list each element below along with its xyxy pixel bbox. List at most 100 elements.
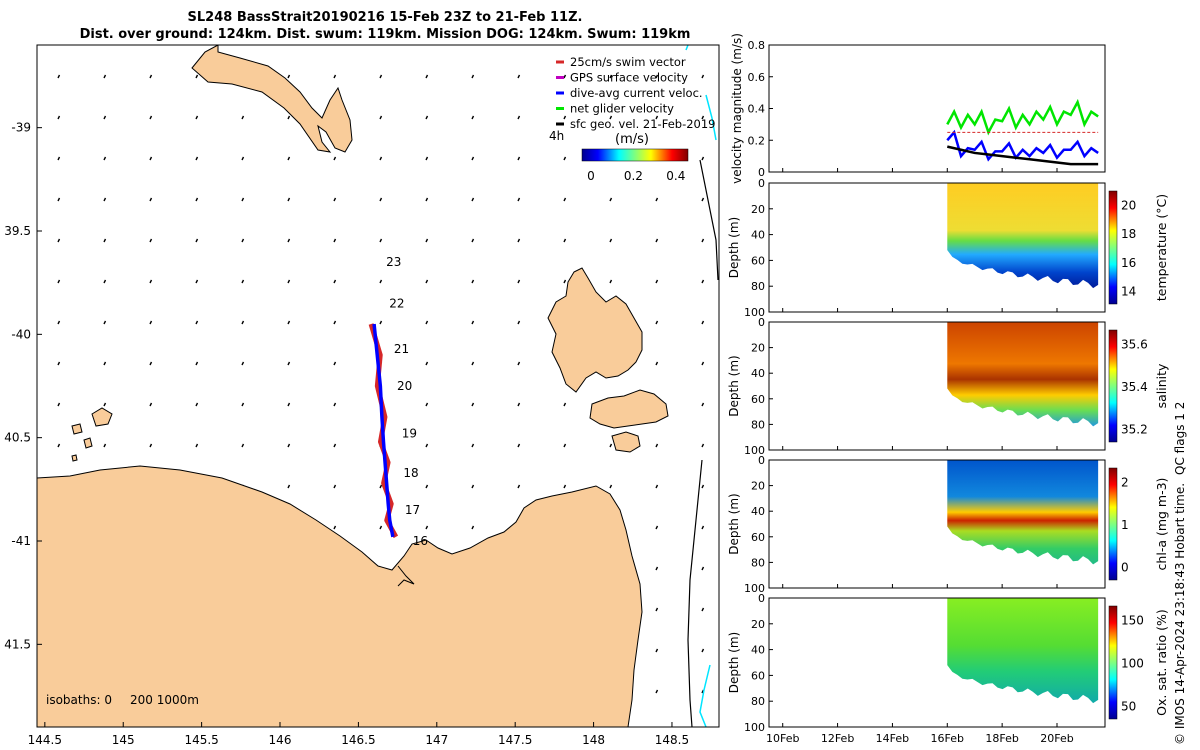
map-x-tick-label: 144.5 [28,733,62,747]
panel-temperature: 20 18 16 14 temperature (°C) 0 20 40 60 80 100 Dept… [727,177,1169,319]
vector-arrow [149,361,153,366]
colorbar-temperature [1108,190,1118,305]
vector-arrow [379,156,383,161]
vector-arrow [149,74,153,79]
panel-frame [768,182,1106,313]
colorbar-label-chla: chl-a (mg m-3) [1154,478,1169,571]
vector-arrow [425,402,429,407]
vector-arrow [287,279,291,284]
vector-arrow [333,525,337,530]
vector-arrow [655,320,659,325]
vector-arrow [149,443,153,448]
velocity-series [946,98,1099,136]
vector-arrow [471,443,475,448]
vector-arrow [379,238,383,243]
vector-arrow [333,443,337,448]
vector-arrow [471,525,475,530]
title-line-1: SL248 BassStrait20190216 15-Feb 23Z to 2… [187,10,583,25]
current-velocity-track [372,323,395,538]
panel-salinity: 35.6 35.4 35.2 salinity 0 20 40 60 80 100 Depth (m… [727,316,1169,457]
vector-arrow [241,320,245,325]
isobaths-label: isobaths: 0 [46,693,112,707]
vector-arrow [195,402,199,407]
land-cape-barren-island [589,389,669,429]
colorbar-tick-label: 50 [1121,699,1136,713]
vector-arrow [333,74,337,79]
vector-arrow [104,731,106,734]
map-x-tick-label: 146.5 [341,733,375,747]
vector-arrow [702,731,704,734]
colorbar-label: (m/s) [615,132,649,147]
vector-arrow [379,74,383,79]
vector-arrow [563,74,567,79]
vector-arrow [103,402,107,407]
vector-arrow [701,238,705,243]
vector-arrow [563,402,567,407]
vector-arrow [425,525,429,530]
panel-frame [768,321,1106,451]
velocity-lines [946,98,1099,166]
velocity-tick-label: 0 [758,166,765,179]
vector-arrow [517,402,521,407]
vector-arrow [241,238,245,243]
map-y-tick-label: -39 [11,121,31,135]
map-y-tick-label: 40.5 [4,431,31,445]
panel-chla: 2 1 0 chl-a (mg m-3) 0 20 40 60 80 100 Depth (m) [727,454,1169,595]
speed-colorbar [581,148,689,162]
depth-tick-label: 20 [751,618,765,631]
vector-arrow [563,197,567,202]
vector-arrow [655,238,659,243]
vector-arrow [471,74,475,79]
vector-arrow [57,402,61,407]
vector-arrow [425,361,429,366]
vector-arrow [655,607,659,612]
colorbar-tick-label: 2 [1121,475,1129,489]
vector-arrow [333,156,337,161]
colorbar-label-temperature: temperature (°C) [1154,194,1169,301]
vector-arrow [425,443,429,448]
vector-arrow [701,156,705,161]
map-x-tick-label: 145.5 [184,733,218,747]
depth-tick-label: 80 [751,418,765,431]
vector-arrow [471,197,475,202]
title-line-2: Dist. over ground: 124km. Dist. swum: 11… [79,27,691,42]
map-x-tick-label: 147 [425,733,448,747]
depth-tick-label: 60 [751,254,765,267]
vector-arrow [287,443,291,448]
vector-arrow [103,238,107,243]
vector-arrow [701,525,705,530]
vector-arrow [287,197,291,202]
river-tamar [397,565,415,587]
vector-arrow [517,238,521,243]
vector-arrow [195,279,199,284]
map-y-tick-label: 39.5 [4,224,31,238]
vector-arrow [103,361,107,366]
vector-arrow [701,197,705,202]
depth-tick-label: 60 [751,393,765,406]
credit-flags: QC flags 1 2 [1173,401,1187,475]
vector-arrow [103,115,107,120]
panel-oxygen: 150 100 50 Ox. sat. ratio (%) 0 20 40 60 80 100 De… [727,592,1169,734]
colorbar-tick-label: 35.4 [1121,380,1148,394]
colorbar-tick-label: 20 [1121,199,1136,213]
depth-tick-label: 0 [758,316,765,329]
vector-arrow [655,197,659,202]
vector-arrow [379,279,383,284]
map-y-axis: -39 39.5 -40 40.5 -41 41.5 [4,121,42,651]
vector-arrow [195,74,199,79]
vector-arrow [425,320,429,325]
vector-arrow [425,484,429,489]
legend-entry: sfc geo. vel. 21-Feb-2019 [570,117,716,131]
vector-arrow [57,320,61,325]
vector-arrow [379,197,383,202]
vector-arrow [564,731,566,734]
depth-tick-label: 80 [751,695,765,708]
depth-tick-label: 40 [751,229,765,242]
vector-arrow [103,197,107,202]
depth-axis-label: Depth (m) [727,493,741,554]
depth-tick-label: 100 [744,582,765,595]
depth-tick-label: 20 [751,480,765,493]
isobaths-values: 200 1000m [130,693,199,707]
colorbar-tick-label: 0.4 [666,169,685,183]
panel-frame [768,459,1106,589]
